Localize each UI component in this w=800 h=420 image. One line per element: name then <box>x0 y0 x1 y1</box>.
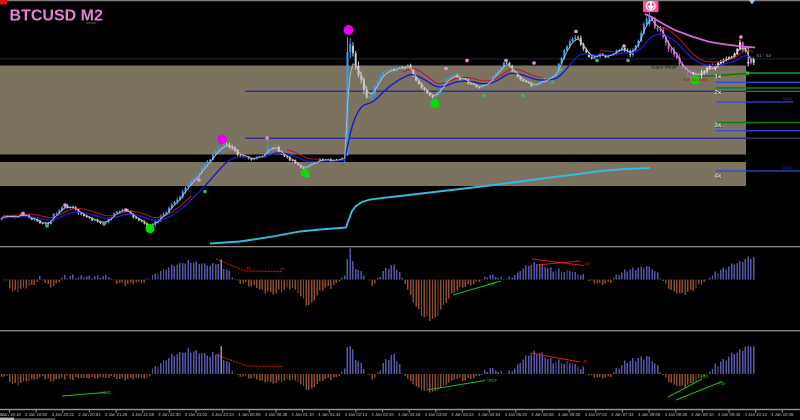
svg-text:6: 6 <box>1 412 4 417</box>
svg-text:01 : 52: 01 : 52 <box>757 53 772 59</box>
svg-text:4 Jan 09:10: 4 Jan 09:10 <box>691 412 714 417</box>
svg-text:4 Jan 04:22: 4 Jan 04:22 <box>451 412 474 417</box>
svg-text:4x: 4x <box>715 174 722 181</box>
svg-text:+RD: +RD <box>700 374 709 379</box>
svg-text:40: 40 <box>583 359 588 364</box>
svg-text:+4MD: +4MD <box>100 390 111 395</box>
svg-text:4 Jan 03:18: 4 Jan 03:18 <box>398 412 421 417</box>
svg-text:+40: +40 <box>718 381 726 386</box>
svg-text:4 Jan 08:38: 4 Jan 08:38 <box>665 412 688 417</box>
svg-text:4 Jan 04:54: 4 Jan 04:54 <box>478 412 501 417</box>
svg-text:3 Jan 22:30: 3 Jan 22:30 <box>158 412 181 417</box>
svg-text:3 Jan 21:26: 3 Jan 21:26 <box>105 412 128 417</box>
svg-text:4 Jan 05:26: 4 Jan 05:26 <box>505 412 528 417</box>
svg-text:4 Jan 10:46: 4 Jan 10:46 <box>771 412 794 417</box>
svg-text:+2R: +2R <box>487 282 495 287</box>
svg-text:4 Jan 02:14: 4 Jan 02:14 <box>345 412 368 417</box>
svg-text:4 Jan 03:50: 4 Jan 03:50 <box>425 412 448 417</box>
svg-text:4 Jan 07:02: 4 Jan 07:02 <box>585 412 608 417</box>
svg-text:3 Jan 19:50: 3 Jan 19:50 <box>25 412 48 417</box>
svg-text:2x: 2x <box>715 90 722 97</box>
svg-text:4 Jan 08:06: 4 Jan 08:06 <box>638 412 661 417</box>
svg-text:4 Jan 01:42: 4 Jan 01:42 <box>318 412 341 417</box>
svg-text:4 Jan 01:10: 4 Jan 01:10 <box>291 412 314 417</box>
svg-text:4 Jan 06:30: 4 Jan 06:30 <box>558 412 581 417</box>
svg-text:40: 40 <box>246 266 251 271</box>
svg-text:1x: 1x <box>715 74 722 81</box>
svg-text:4 Jan 07:34: 4 Jan 07:34 <box>611 412 634 417</box>
svg-text:4 Jan 00:38: 4 Jan 00:38 <box>265 412 288 417</box>
svg-text:40: 40 <box>280 267 285 272</box>
svg-text:M15: M15 <box>783 165 792 170</box>
svg-text:3 Jan 20:22: 3 Jan 20:22 <box>52 412 75 417</box>
svg-text:3 Jan 19:18: 3 Jan 19:18 <box>0 412 21 417</box>
svg-text:Not Enough: Not Enough <box>683 77 709 83</box>
svg-text:M10: M10 <box>783 96 792 101</box>
svg-text:3 Jan 21:58: 3 Jan 21:58 <box>132 412 155 417</box>
svg-text:3x: 3x <box>715 123 722 130</box>
svg-text:1x: 1x <box>715 74 722 81</box>
svg-text:3x: 3x <box>715 122 722 129</box>
svg-text:4x: 4x <box>715 173 722 180</box>
svg-text:3 Jan 20:54: 3 Jan 20:54 <box>78 412 101 417</box>
svg-text:4 Jan 02:46: 4 Jan 02:46 <box>371 412 394 417</box>
svg-text:3 Jan 23:34: 3 Jan 23:34 <box>211 412 234 417</box>
svg-text:2x: 2x <box>715 90 722 97</box>
svg-text:3 Jan 23:02: 3 Jan 23:02 <box>185 412 208 417</box>
svg-text:Super Minor: Super Minor <box>651 64 678 70</box>
svg-text:+RCF: +RCF <box>486 378 497 383</box>
svg-text:BTCUSD M2: BTCUSD M2 <box>10 8 103 25</box>
svg-text:40: 40 <box>585 262 590 267</box>
svg-text:4 Jan 00:06: 4 Jan 00:06 <box>238 412 261 417</box>
svg-text:4 Jan 05:58: 4 Jan 05:58 <box>531 412 554 417</box>
svg-text:4 Jan 09:42: 4 Jan 09:42 <box>718 412 741 417</box>
svg-text:4 Jan 10:14: 4 Jan 10:14 <box>744 412 767 417</box>
